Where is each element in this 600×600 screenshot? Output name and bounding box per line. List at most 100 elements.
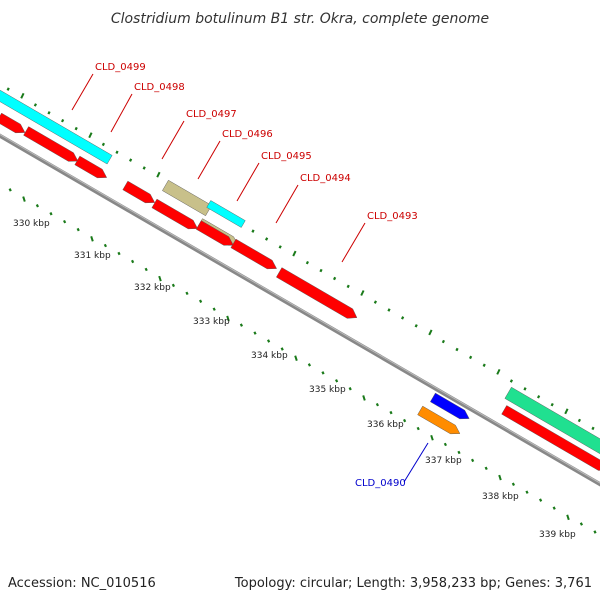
outer-minor-tick	[129, 158, 133, 162]
rrna-feature-cld-0495[interactable]	[206, 200, 246, 228]
inner-major-tick	[362, 395, 366, 401]
outer-minor-tick	[333, 276, 337, 281]
inner-minor-tick	[171, 283, 175, 288]
gene-label[interactable]: CLD_0497	[186, 109, 237, 120]
inner-minor-tick	[579, 522, 583, 526]
cds-feature-right[interactable]	[501, 405, 600, 474]
gene-label[interactable]: CLD_0499	[95, 62, 146, 73]
inner-major-tick	[158, 275, 162, 282]
outer-minor-tick	[346, 284, 350, 289]
outer-minor-tick	[47, 111, 51, 115]
inner-minor-tick	[76, 227, 80, 232]
inner-minor-tick	[471, 458, 475, 463]
inner-minor-tick	[403, 418, 407, 423]
gene-label-leader	[161, 120, 185, 160]
cds-feature-cld-0498-c[interactable]	[74, 155, 109, 182]
tick-label: 330 kbp	[13, 219, 50, 229]
inner-minor-tick	[280, 347, 284, 351]
gene-label[interactable]: CLD_0494	[300, 173, 351, 184]
tick-label: 332 kbp	[134, 283, 171, 293]
outer-minor-tick	[74, 126, 78, 131]
outer-minor-tick	[509, 379, 513, 383]
outer-minor-tick	[101, 142, 105, 147]
outer-minor-tick	[482, 363, 486, 367]
outer-major-tick	[88, 132, 93, 139]
cds-feature-cld-0495-c[interactable]	[195, 220, 236, 250]
tick-label: 335 kbp	[309, 385, 346, 395]
inner-major-tick	[226, 315, 230, 322]
inner-minor-tick	[389, 410, 393, 415]
cds-feature-cld-0497[interactable]	[122, 180, 157, 207]
gene-label[interactable]: CLD_0493	[367, 211, 418, 222]
inner-minor-tick	[321, 371, 325, 375]
outer-minor-tick	[577, 418, 581, 423]
outer-minor-tick	[251, 229, 255, 233]
tick-label: 338 kbp	[482, 492, 519, 502]
inner-minor-tick	[348, 387, 352, 391]
outer-minor-tick	[414, 324, 418, 328]
gene-label-leader	[275, 184, 299, 224]
tick-label: 336 kbp	[367, 420, 404, 430]
inner-minor-tick	[239, 323, 243, 327]
inner-minor-tick	[185, 291, 189, 296]
misc-feature-right[interactable]	[504, 386, 600, 460]
gene-label[interactable]: CLD_0495	[261, 151, 312, 162]
tick-label: 337 kbp	[425, 456, 462, 466]
outer-minor-tick	[6, 87, 10, 91]
tick-label: 334 kbp	[251, 351, 288, 361]
outer-minor-tick	[591, 426, 595, 431]
gene-label-leader	[236, 162, 260, 202]
cds-feature-cld-0494[interactable]	[230, 238, 279, 273]
outer-major-tick	[496, 368, 501, 375]
inner-minor-tick	[117, 251, 121, 256]
gene-label-leader	[197, 140, 221, 180]
topology-summary: Topology: circular; Length: 3,958,233 bp…	[234, 576, 592, 591]
feature-cld-0490-orange[interactable]	[417, 405, 463, 438]
inner-minor-tick	[199, 299, 203, 303]
gene-label[interactable]: CLD_0490	[355, 478, 406, 489]
inner-minor-tick	[593, 530, 597, 534]
inner-major-tick	[498, 474, 502, 481]
cds-feature-cld-0496-b[interactable]	[151, 198, 200, 233]
outer-minor-tick	[441, 339, 445, 344]
outer-minor-tick	[33, 103, 37, 107]
inner-minor-tick	[253, 331, 257, 335]
inner-minor-tick	[443, 442, 447, 447]
inner-minor-tick	[539, 498, 543, 502]
gene-label[interactable]: CLD_0498	[134, 82, 185, 93]
inner-minor-tick	[267, 339, 271, 343]
feature-cld-0490-blue[interactable]	[430, 392, 471, 423]
inner-minor-tick	[8, 188, 12, 192]
outer-minor-tick	[278, 245, 282, 249]
inner-major-tick	[22, 196, 26, 202]
rrna-feature-cld-0499[interactable]	[0, 85, 113, 165]
outer-minor-tick	[142, 166, 146, 170]
inner-major-tick	[566, 514, 570, 521]
outer-minor-tick	[387, 308, 391, 312]
outer-minor-tick	[115, 150, 119, 154]
cds-feature-cld-0498-b[interactable]	[23, 126, 81, 166]
gene-label-leader	[110, 93, 133, 133]
inner-minor-tick	[307, 363, 311, 367]
inner-minor-tick	[484, 466, 488, 471]
inner-minor-tick	[525, 490, 529, 494]
tick-label: 333 kbp	[193, 317, 230, 327]
inner-minor-tick	[131, 259, 135, 264]
tick-label: 331 kbp	[74, 251, 111, 261]
cds-feature-cld-0498-a[interactable]	[0, 112, 27, 137]
trna-feature-cld-0496[interactable]	[162, 179, 212, 217]
inner-minor-tick	[375, 402, 379, 407]
outer-minor-tick	[373, 300, 377, 304]
outer-minor-tick	[469, 355, 473, 360]
gene-label-leader	[403, 442, 429, 483]
accession-text: Accession: NC_010516	[8, 576, 156, 591]
cds-feature-cld-0493[interactable]	[276, 267, 359, 323]
outer-minor-tick	[401, 316, 405, 320]
tick-label: 339 kbp	[539, 530, 576, 540]
inner-minor-tick	[103, 243, 107, 248]
outer-major-tick	[156, 171, 161, 178]
genome-backbone	[0, 133, 600, 487]
gene-label[interactable]: CLD_0496	[222, 129, 273, 140]
outer-major-tick	[564, 408, 569, 415]
